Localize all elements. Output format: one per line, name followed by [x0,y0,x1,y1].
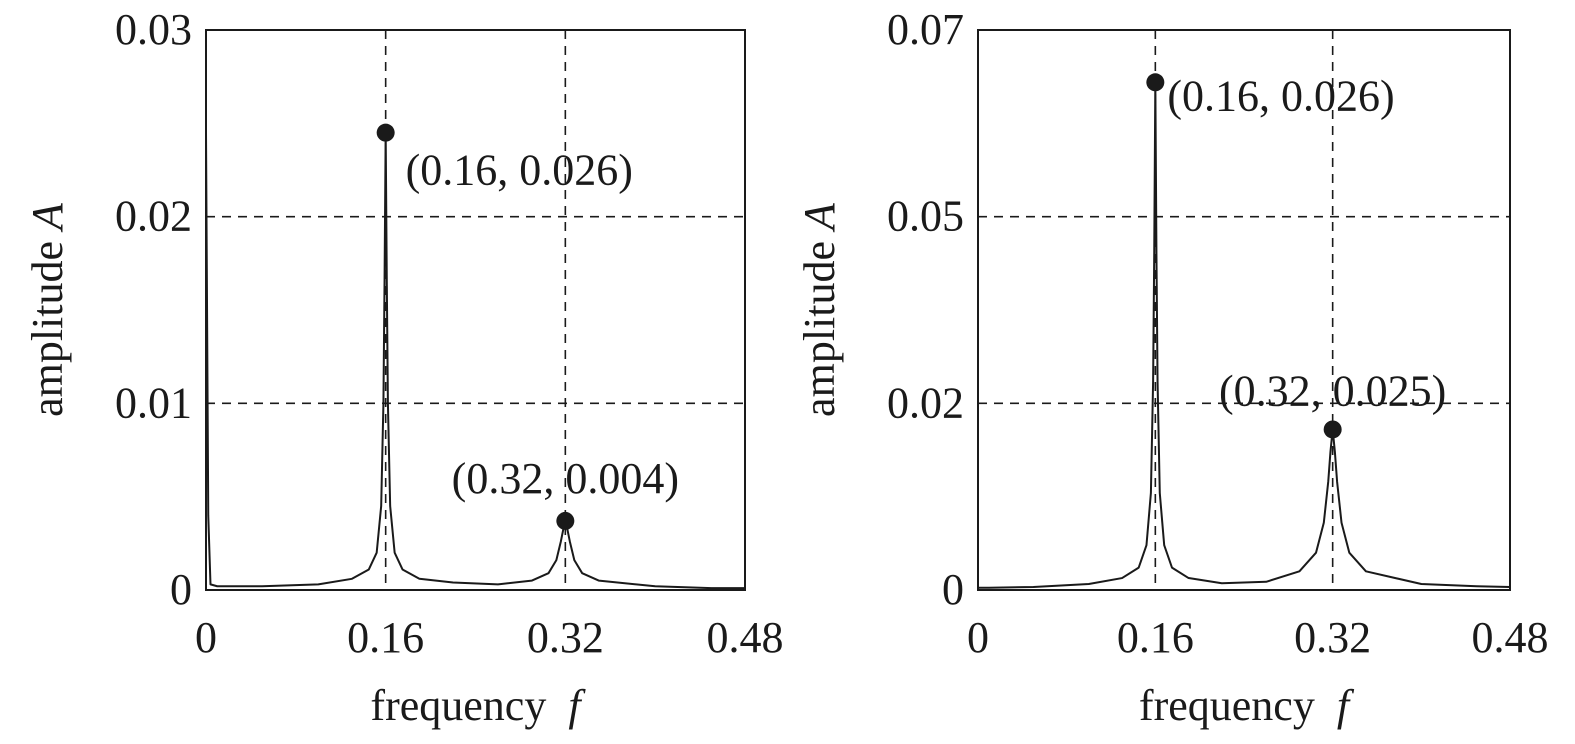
y-axis-label: amplitude A [23,202,72,417]
peak-marker [1146,73,1165,92]
x-tick-label: 0.48 [707,613,784,662]
plot-frame [205,29,746,591]
x-tick-label: 0.32 [527,613,604,662]
series-line [978,81,1511,589]
left-chart: 0 0.16 0.32 0.48 0 0.01 0.02 0.03 frequency f amp… [23,5,784,730]
plot-frame [977,29,1511,591]
peak-annotation: (0.32, 0.025) [1219,366,1446,415]
y-axis-label-var: A [23,202,72,233]
x-axis-label-var: f [568,681,586,730]
y-axis-label-text: amplitude [795,230,844,417]
y-axis-label: amplitude A [795,202,844,417]
x-axis-label-var: f [1337,681,1355,730]
y-tick-label: 0.07 [887,5,964,54]
y-tick-label: 0.03 [115,5,192,54]
x-axis-label-text: frequency [370,681,568,730]
x-axis-label: frequency f [1139,681,1355,730]
series-line [205,131,745,590]
y-tick-label: 0.01 [115,378,192,427]
x-tick-label: 0.32 [1294,613,1371,662]
x-axis-label: frequency f [370,681,586,730]
peak-annotation: (0.16, 0.026) [1167,71,1394,120]
y-axis-label-text: amplitude [23,230,72,417]
x-axis-label-text: frequency [1139,681,1337,730]
y-tick-label: 0.02 [887,378,964,427]
y-tick-label: 0.02 [115,192,192,241]
peak-annotation: (0.16, 0.026) [406,146,633,195]
peak-marker [376,123,395,142]
y-axis-label-var: A [795,202,844,233]
peak-annotation: (0.32, 0.004) [452,454,679,503]
x-tick-label: 0.16 [347,613,424,662]
peak-marker [556,511,575,530]
y-tick-label: 0 [170,565,192,614]
x-tick-label: 0.16 [1117,613,1194,662]
x-tick-label: 0 [195,613,217,662]
right-chart: 0 0.16 0.32 0.48 0 0.02 0.05 0.07 frequency f amp… [795,5,1549,730]
peak-marker [1323,420,1342,439]
x-tick-label: 0.48 [1472,613,1549,662]
y-tick-label: 0 [942,565,964,614]
y-tick-label: 0.05 [887,192,964,241]
x-tick-label: 0 [967,613,989,662]
